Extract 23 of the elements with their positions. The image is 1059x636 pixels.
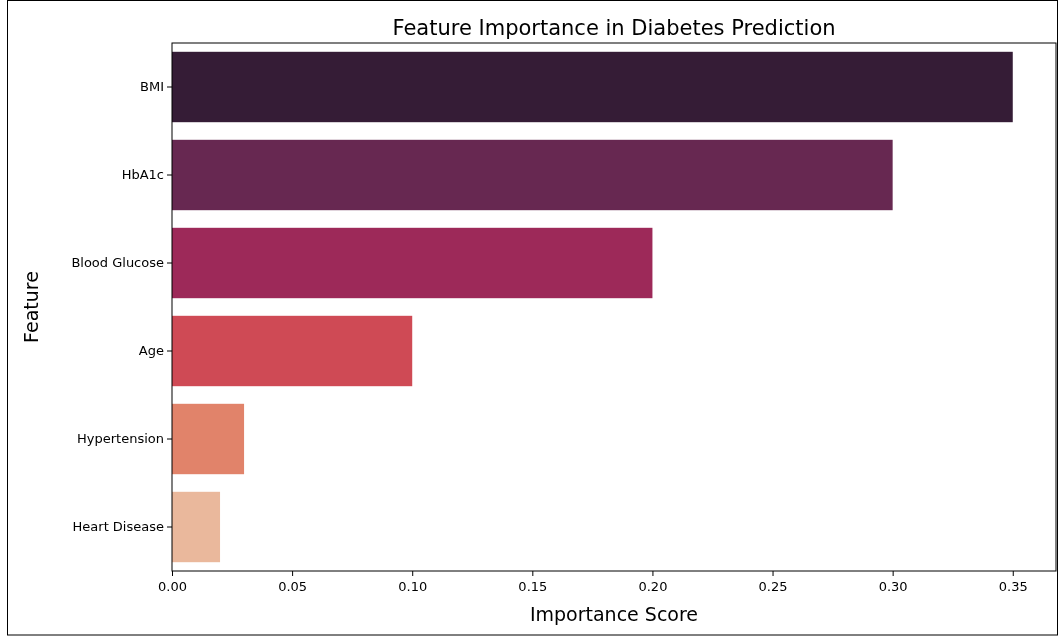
x-tick-label: 0.00 xyxy=(158,578,187,594)
bar xyxy=(172,403,245,475)
bar xyxy=(172,491,221,563)
y-axis-title: Feature xyxy=(20,271,42,343)
x-tick-label: 0.10 xyxy=(398,578,428,594)
x-axis-title: Importance Score xyxy=(529,603,699,625)
x-tick-label: 0.20 xyxy=(638,578,668,594)
y-tick-label: Age xyxy=(138,343,164,359)
x-tick-label: 0.35 xyxy=(998,578,1028,594)
x-tick-label: 0.05 xyxy=(278,578,308,594)
bar xyxy=(172,227,653,299)
bar xyxy=(172,51,1013,123)
y-tick-label: Heart Disease xyxy=(72,519,164,535)
y-tick-label: Hypertension xyxy=(77,431,164,447)
chart-title: Feature Importance in Diabetes Prediction xyxy=(392,16,836,40)
bar xyxy=(172,139,893,211)
y-tick-label: Blood Glucose xyxy=(71,255,164,271)
y-tick-label: BMI xyxy=(140,79,164,95)
x-tick-label: 0.30 xyxy=(878,578,908,594)
y-tick-label: HbA1c xyxy=(121,167,164,183)
bar xyxy=(172,315,413,387)
x-tick-label: 0.15 xyxy=(518,578,548,594)
x-tick-label: 0.25 xyxy=(758,578,788,594)
